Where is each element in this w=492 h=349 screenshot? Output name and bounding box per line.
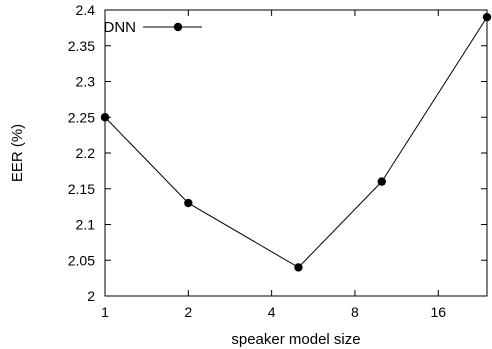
x-tick-label: 4: [268, 304, 276, 320]
data-point-dnn: [482, 12, 492, 22]
y-tick-label: 2.1: [76, 217, 96, 233]
x-tick-label: 2: [184, 304, 192, 320]
x-axis-label: speaker model size: [231, 331, 360, 348]
y-axis-ticks: 2 2.05 2.1 2.15 2.2 2.25 2.3 2.35 2.4: [68, 2, 487, 304]
data-point-dnn: [184, 198, 193, 208]
x-tick-label: 16: [430, 304, 446, 320]
y-tick-label: 2.05: [68, 252, 95, 268]
y-tick-label: 2.35: [68, 38, 95, 54]
legend-label-dnn: DNN: [104, 19, 137, 36]
y-tick-label: 2.15: [68, 181, 95, 197]
legend: DNN: [104, 19, 202, 36]
data-point-dnn: [100, 113, 110, 122]
plot-frame: [104, 9, 488, 297]
y-tick-label: 2.4: [76, 2, 96, 18]
x-tick-label: 1: [101, 304, 109, 320]
data-point-dnn: [294, 263, 303, 272]
series-layer: [100, 12, 492, 272]
y-axis-label: EER (%): [9, 124, 26, 182]
y-tick-label: 2.3: [76, 74, 96, 90]
x-axis-ticks: 1 2 4 8 16: [101, 10, 446, 320]
data-point-dnn: [377, 177, 386, 186]
y-tick-label: 2.2: [76, 145, 96, 161]
legend-marker-dnn: [173, 22, 183, 32]
y-tick-label: 2: [87, 288, 95, 304]
x-tick-label: 8: [351, 304, 359, 320]
y-tick-label: 2.25: [68, 109, 95, 125]
series-line-dnn: [104, 16, 488, 269]
